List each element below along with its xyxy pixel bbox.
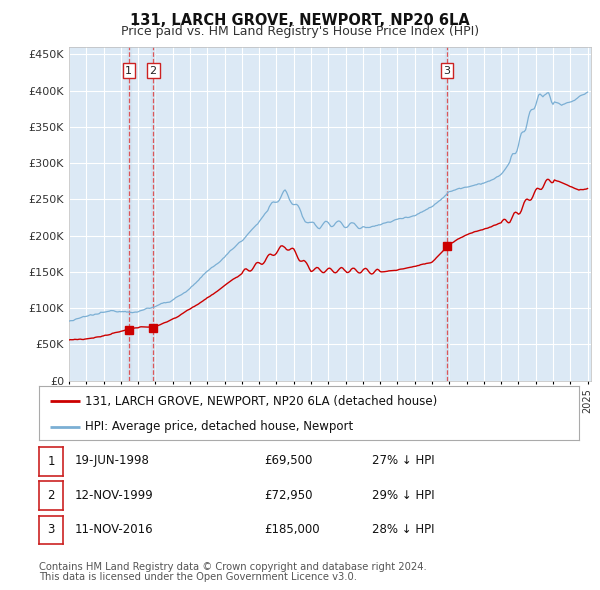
Bar xyxy=(127,47,131,381)
Text: Price paid vs. HM Land Registry's House Price Index (HPI): Price paid vs. HM Land Registry's House … xyxy=(121,25,479,38)
Text: 131, LARCH GROVE, NEWPORT, NP20 6LA (detached house): 131, LARCH GROVE, NEWPORT, NP20 6LA (det… xyxy=(85,395,437,408)
Bar xyxy=(151,47,155,381)
Text: 2: 2 xyxy=(149,65,157,76)
Text: Contains HM Land Registry data © Crown copyright and database right 2024.: Contains HM Land Registry data © Crown c… xyxy=(39,562,427,572)
Text: 12-NOV-1999: 12-NOV-1999 xyxy=(75,489,154,502)
Text: 28% ↓ HPI: 28% ↓ HPI xyxy=(372,523,434,536)
Text: £72,950: £72,950 xyxy=(264,489,313,502)
Text: 11-NOV-2016: 11-NOV-2016 xyxy=(75,523,154,536)
Text: This data is licensed under the Open Government Licence v3.0.: This data is licensed under the Open Gov… xyxy=(39,572,357,582)
Text: £69,500: £69,500 xyxy=(264,454,313,467)
Text: HPI: Average price, detached house, Newport: HPI: Average price, detached house, Newp… xyxy=(85,420,353,433)
Text: 3: 3 xyxy=(443,65,451,76)
Text: 2: 2 xyxy=(47,489,55,502)
Bar xyxy=(445,47,449,381)
Text: 27% ↓ HPI: 27% ↓ HPI xyxy=(372,454,434,467)
Text: 29% ↓ HPI: 29% ↓ HPI xyxy=(372,489,434,502)
Text: 1: 1 xyxy=(125,65,133,76)
Text: 131, LARCH GROVE, NEWPORT, NP20 6LA: 131, LARCH GROVE, NEWPORT, NP20 6LA xyxy=(130,13,470,28)
Text: 19-JUN-1998: 19-JUN-1998 xyxy=(75,454,150,467)
Text: 3: 3 xyxy=(47,523,55,536)
Text: £185,000: £185,000 xyxy=(264,523,320,536)
Text: 1: 1 xyxy=(47,455,55,468)
